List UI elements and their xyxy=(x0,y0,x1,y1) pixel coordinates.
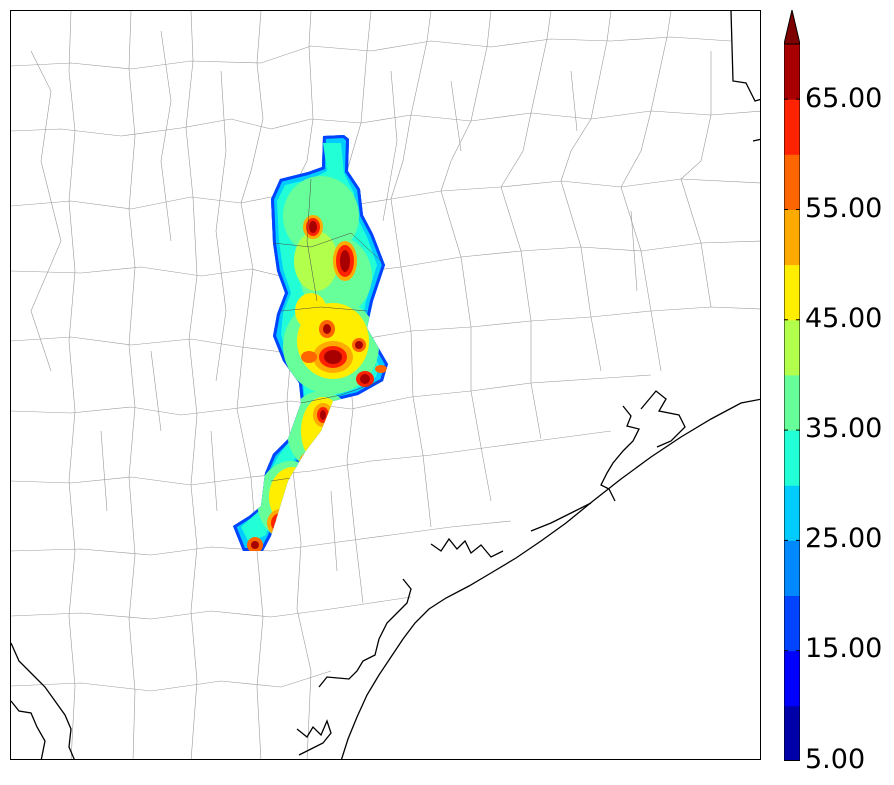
colorbar-outline xyxy=(784,44,800,761)
colorbar-segment xyxy=(784,44,800,100)
colorbar-segment xyxy=(784,485,800,541)
colorbar-segment xyxy=(784,374,800,431)
colorbar-tick-label: 15.00 xyxy=(805,633,883,664)
colorbar-segment xyxy=(784,705,800,761)
precip-field xyxy=(233,135,388,551)
county-boundaries xyxy=(11,11,760,759)
colorbar-tick-label: 65.00 xyxy=(805,83,883,114)
colorbar-tick-label: 45.00 xyxy=(805,303,883,334)
colorbar-tick-label: 5.00 xyxy=(805,744,866,775)
colorbar-segment xyxy=(784,540,800,597)
colorbar-segment xyxy=(784,209,800,266)
colorbar xyxy=(784,10,800,761)
colorbar-segment xyxy=(784,264,800,321)
map-canvas xyxy=(11,11,760,759)
colorbar-segment xyxy=(784,154,800,210)
coastline xyxy=(11,11,760,759)
colorbar-tick-label: 25.00 xyxy=(805,523,883,554)
colorbar-segment xyxy=(784,595,800,652)
colorbar-tick-label: 55.00 xyxy=(805,193,883,224)
colorbar-segment xyxy=(784,99,800,155)
colorbar-segment xyxy=(784,650,800,707)
colorbar-tick-label: 35.00 xyxy=(805,413,883,444)
map-panel xyxy=(10,10,761,760)
colorbar-segment xyxy=(784,430,800,486)
colorbar-segment xyxy=(784,319,800,376)
colorbar-extend-arrow xyxy=(784,10,800,45)
